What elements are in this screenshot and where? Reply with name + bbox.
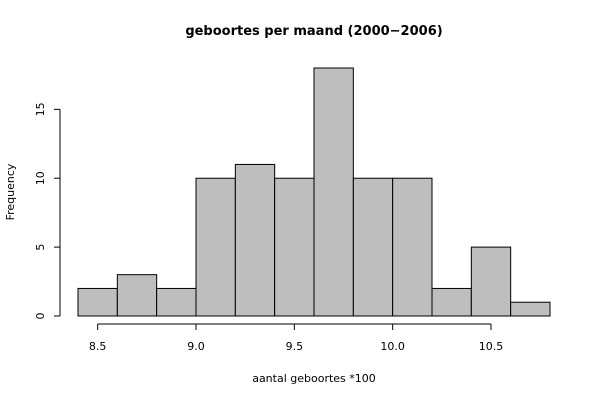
y-axis-label: Frequency bbox=[4, 163, 17, 220]
histogram-bar bbox=[470, 246, 512, 317]
bars-group bbox=[77, 67, 551, 317]
histogram-bar bbox=[77, 287, 118, 317]
x-tick-label: 8.5 bbox=[89, 340, 107, 353]
histogram-bar bbox=[392, 177, 433, 317]
histogram-bar bbox=[352, 177, 394, 317]
y-tick-label: 0 bbox=[34, 313, 47, 320]
x-tick-label: 9.5 bbox=[286, 340, 304, 353]
y-axis: 0 5 10 15 bbox=[34, 102, 61, 320]
x-axis: 8.5 9.0 9.5 10.0 10.5 bbox=[89, 323, 504, 353]
histogram-bar bbox=[234, 163, 276, 317]
histogram-bar bbox=[431, 287, 472, 317]
histogram-bar bbox=[274, 177, 315, 317]
histogram-bar bbox=[313, 67, 354, 317]
histogram-bar bbox=[156, 287, 197, 317]
histogram-bar bbox=[195, 177, 236, 317]
x-tick-label: 10.5 bbox=[479, 340, 504, 353]
x-axis-label: aantal geboortes *100 bbox=[252, 372, 376, 385]
y-tick-label: 5 bbox=[34, 244, 47, 251]
x-tick-label: 10.0 bbox=[380, 340, 405, 353]
y-tick-label: 15 bbox=[34, 102, 47, 116]
x-tick-label: 9.0 bbox=[187, 340, 205, 353]
histogram-bar bbox=[510, 301, 551, 317]
histogram-bar bbox=[116, 274, 158, 317]
y-tick-label: 10 bbox=[34, 171, 47, 185]
chart-title: geboortes per maand (2000−2006) bbox=[185, 24, 442, 39]
